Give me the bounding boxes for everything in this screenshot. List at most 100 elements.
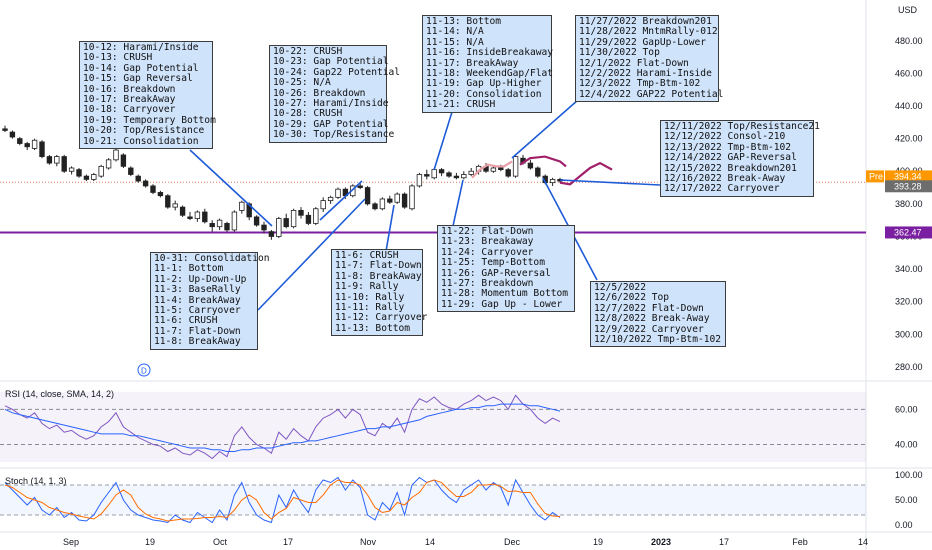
x-axis-label: Dec <box>504 537 521 547</box>
x-axis-label: 14 <box>858 537 868 547</box>
x-axis-label: 17 <box>283 537 293 547</box>
candle-body <box>187 216 193 219</box>
candle-body <box>379 198 386 210</box>
annotation-line: 11-14: N/A <box>426 26 484 38</box>
x-axis-label: 2023 <box>651 537 671 547</box>
x-axis-label: 17 <box>719 537 729 547</box>
annotation-line: 10-13: CRUSH <box>83 52 153 64</box>
candle-body <box>394 193 400 203</box>
annotation-line: 10-30: Top/Resistance <box>273 129 395 141</box>
projection-path <box>471 160 513 179</box>
rsi-tick-label: 40.00 <box>895 439 918 449</box>
candle-body <box>357 185 363 188</box>
annotation-line: 12/10/2022 Tmp-Btm-102 <box>594 334 722 346</box>
candle-body <box>209 223 215 228</box>
candle-body <box>194 211 201 219</box>
annotation-line: 11-4: BreakAway <box>154 294 241 306</box>
annotation-line: 10-16: Breakdown <box>83 83 176 95</box>
x-axis-label: Sep <box>63 537 79 547</box>
annotation-oct31-nov8: 10-31: Consolidation 11-1: Bottom 11-2: Up… <box>150 252 270 350</box>
annotation-line: 12/12/2022 Consol-210 <box>664 131 786 143</box>
x-axis-label: 14 <box>425 537 435 547</box>
price-tick-label: 320.00 <box>895 297 923 307</box>
candle-body <box>549 178 556 184</box>
candle-body <box>527 162 534 169</box>
candle-body <box>150 185 156 193</box>
candle-body <box>224 223 230 231</box>
annotation-oct-22-30: 10-22: CRUSH 10-23: Gap Potential 10-24: G… <box>269 45 401 143</box>
stoch-tick-label: 50.00 <box>895 495 918 505</box>
candle-body <box>113 149 119 161</box>
candle-body <box>498 167 504 171</box>
annotation-dec11-17: 12/11/2022 Top/Resistance21 12/12/2022 Co… <box>660 120 820 197</box>
annotation-line: 12/15/2022 Breakdown201 <box>664 162 797 174</box>
dividend-marker-label: D <box>141 367 147 376</box>
candle-body <box>128 167 134 175</box>
price-tick-label: 420.00 <box>895 134 923 144</box>
last-price-tag <box>885 180 932 193</box>
candle-body <box>490 167 497 172</box>
candle-body <box>216 219 223 228</box>
annotation-line: 11-12: Carryover <box>335 312 428 324</box>
annotation-line: 11-8: BreakAway <box>154 336 241 348</box>
last-price-value: 393.28 <box>894 181 922 191</box>
annotation-line: 11-24: Carryover <box>441 246 534 258</box>
candle-body <box>409 185 415 210</box>
annotation-connector <box>433 111 453 171</box>
annotation-line: 10-28: CRUSH <box>273 108 343 120</box>
candle-body <box>283 218 289 228</box>
annotation-connector <box>189 149 273 227</box>
annotation-line: 10-19: Temporary Bottom <box>83 114 216 126</box>
annotation-line: 10-31: Consolidation <box>154 253 270 264</box>
annotation-oct-12-21: 10-12: Harami/Inside 10-13: CRUSH 10-14: G… <box>79 41 216 150</box>
candle-body <box>468 170 474 175</box>
annotation-nov-13-21: 11-13: Bottom 11-14: N/A 11-15: N/A 11-16: … <box>422 15 554 113</box>
annotation-line: 11-21: CRUSH <box>426 99 496 111</box>
annotation-nov27-dec4: 11/27/2022 Breakdown201 11/28/2022 MntmRa… <box>575 15 723 103</box>
x-axis-label: Nov <box>360 537 377 547</box>
price-tick-label: 340.00 <box>895 264 923 274</box>
candle-body <box>327 196 334 202</box>
candle-body <box>135 175 141 182</box>
annotation-line: 11-22: Flat-Down <box>441 226 534 237</box>
x-axis-label: 19 <box>593 537 603 547</box>
annotation-line: 11-5: Carryover <box>154 305 241 317</box>
annotation-line: 11-9: Rally <box>335 281 399 293</box>
annotation-line: 12/17/2022 Carryover <box>664 183 780 195</box>
annotation-line: 11-1: Bottom <box>154 263 224 275</box>
annotation-line: 11-8: BreakAway <box>335 270 422 282</box>
candle-body <box>535 167 541 177</box>
annotation-line: 11-16: InsideBreakaway <box>426 47 554 59</box>
annotation-line: 10-18: Carryover <box>83 104 176 116</box>
candle-body <box>91 174 97 180</box>
stoch-k-line <box>4 476 561 524</box>
annotation-line: 12/9/2022 Carryover <box>594 323 704 335</box>
price-tick-label: 440.00 <box>895 101 923 111</box>
annotation-line: 10-21: Consolidation <box>83 135 199 147</box>
candle-body <box>431 169 437 179</box>
candle-body <box>165 195 171 208</box>
annotation-line: 12/2/2022 Harami-Inside <box>579 68 712 80</box>
annotation-line: 11-7: Flat-Down <box>154 325 241 337</box>
annotation-line: 10-14: Gap Potential <box>83 62 199 74</box>
annotation-connector <box>257 198 366 311</box>
support-price-tag <box>885 226 932 239</box>
annotation-line: 12/13/2022 Tmp-Btm-102 <box>664 141 792 153</box>
annotation-line: 10-26: Breakdown <box>273 87 366 99</box>
annotation-line: 11-7: Flat-Down <box>335 260 422 272</box>
candle-body <box>83 175 90 180</box>
candle-body <box>76 169 82 177</box>
candle-body <box>261 224 267 231</box>
x-axis-label: 19 <box>145 537 155 547</box>
annotation-connector <box>511 99 579 159</box>
annotation-line: 11-10: Rally <box>335 291 405 303</box>
candle-body <box>239 201 245 211</box>
stoch-title: Stoch (14, 1, 3) <box>5 476 67 486</box>
candle-body <box>387 198 393 203</box>
candle-body <box>401 193 408 208</box>
candle-body <box>31 139 38 149</box>
candle-body <box>9 131 16 138</box>
annotation-line: 10-24: Gap22 Potential <box>273 66 401 78</box>
stoch-tick-label: 0.00 <box>895 520 913 530</box>
candle-body <box>424 174 430 177</box>
